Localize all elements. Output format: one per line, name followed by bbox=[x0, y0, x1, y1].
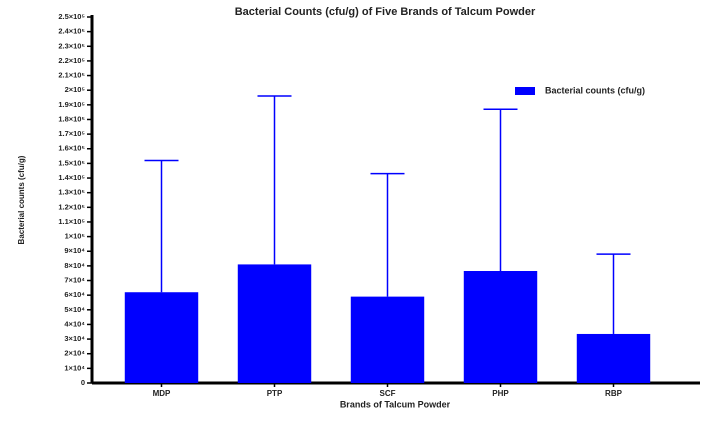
y-tick-label: 1.5×10⁵ bbox=[58, 158, 85, 167]
y-tick-label: 3×10⁴ bbox=[64, 334, 85, 343]
y-tick-label: 5×10⁴ bbox=[64, 305, 85, 314]
y-tick-label: 2.3×10⁵ bbox=[58, 41, 85, 50]
bar bbox=[350, 296, 425, 383]
chart-title: Bacterial Counts (cfu/g) of Five Brands … bbox=[235, 6, 536, 18]
x-tick-label: PHP bbox=[492, 389, 509, 398]
y-tick-label: 1.8×10⁵ bbox=[58, 114, 85, 123]
y-tick-label: 7×10⁴ bbox=[64, 276, 85, 285]
x-tick-label: RBP bbox=[605, 389, 623, 398]
bar bbox=[576, 333, 651, 383]
y-tick-label: 1.4×10⁵ bbox=[58, 173, 85, 182]
y-tick-label: 1×10⁴ bbox=[64, 363, 85, 372]
y-tick-label: 1.1×10⁵ bbox=[58, 217, 85, 226]
bar bbox=[463, 271, 538, 383]
x-tick-label: PTP bbox=[267, 389, 283, 398]
x-tick-label: SCF bbox=[380, 389, 396, 398]
y-tick-label: 1.9×10⁵ bbox=[58, 100, 85, 109]
y-tick-label: 0 bbox=[81, 378, 85, 387]
y-tick-label: 1.3×10⁵ bbox=[58, 188, 85, 197]
y-tick-label: 2.1×10⁵ bbox=[58, 71, 85, 80]
bar bbox=[124, 292, 199, 383]
y-tick-label: 2.2×10⁵ bbox=[58, 56, 85, 65]
y-tick-label: 1.6×10⁵ bbox=[58, 144, 85, 153]
y-tick-label: 9×10⁴ bbox=[64, 246, 85, 255]
y-tick-label: 2×10⁴ bbox=[64, 349, 85, 358]
y-tick-label: 1.2×10⁵ bbox=[58, 202, 85, 211]
x-tick-label: MDP bbox=[153, 389, 171, 398]
y-tick-label: 6×10⁴ bbox=[64, 290, 85, 299]
legend-swatch bbox=[515, 87, 535, 95]
x-axis-title: Brands of Talcum Powder bbox=[340, 399, 451, 409]
y-tick-label: 4×10⁴ bbox=[64, 319, 85, 328]
y-tick-label: 8×10⁴ bbox=[64, 261, 85, 270]
bar bbox=[237, 264, 312, 383]
y-tick-label: 1.7×10⁵ bbox=[58, 129, 85, 138]
y-tick-label: 2.5×10⁵ bbox=[58, 12, 85, 21]
y-tick-label: 1×10⁵ bbox=[65, 232, 86, 241]
y-tick-label: 2.4×10⁵ bbox=[58, 27, 85, 36]
legend-label: Bacterial counts (cfu/g) bbox=[545, 85, 645, 95]
y-tick-label: 2×10⁵ bbox=[65, 85, 86, 94]
y-axis-title: Bacterial counts (cfu/g) bbox=[17, 155, 26, 244]
